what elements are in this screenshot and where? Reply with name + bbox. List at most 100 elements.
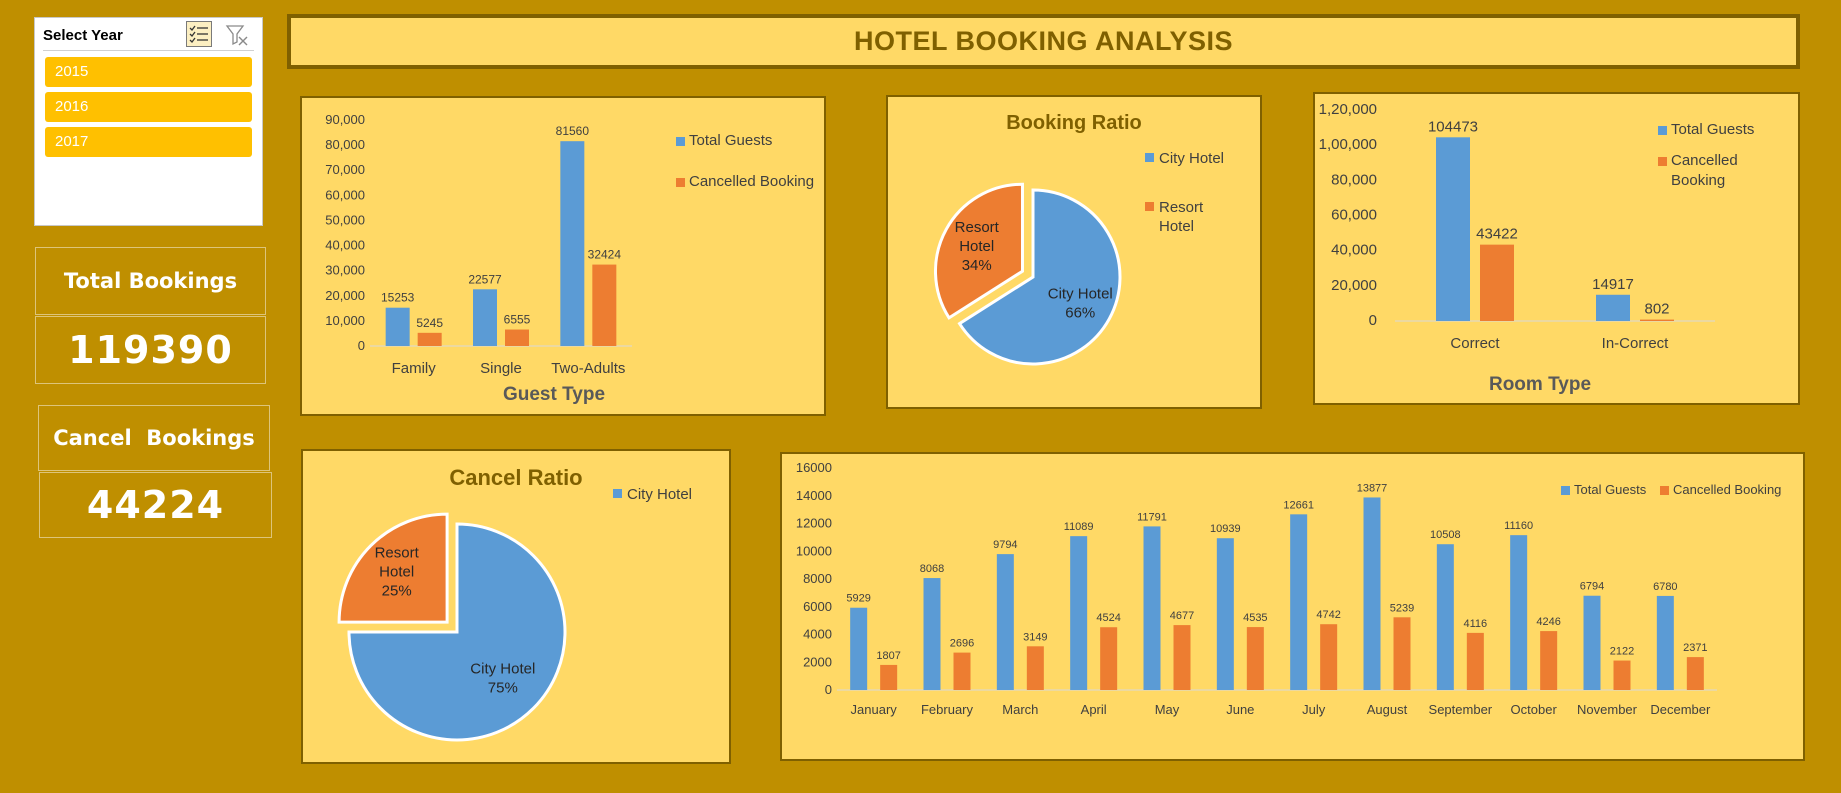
legend-swatch [1660, 486, 1669, 495]
data-label: 9794 [993, 539, 1017, 551]
x-tick-label: September [1429, 702, 1493, 717]
data-label: 10939 [1210, 523, 1241, 535]
x-tick-label: May [1155, 702, 1180, 717]
data-label: 4116 [1464, 618, 1488, 630]
bar-total-guests [1363, 497, 1381, 690]
bar-cancelled-booking [1613, 660, 1631, 690]
clear-filter-icon[interactable] [225, 23, 249, 47]
slicer-item-2016[interactable]: 2016 [45, 92, 252, 122]
data-label: 10508 [1430, 529, 1461, 541]
multi-select-icon[interactable] [186, 21, 212, 47]
bar-total-guests [1216, 538, 1234, 690]
cancel-bookings-value-box: 44224 [39, 472, 272, 538]
bar-total-guests [560, 141, 585, 346]
legend-swatch [1658, 157, 1667, 166]
x-tick-label: Correct [1450, 335, 1500, 352]
data-label: 14917 [1592, 276, 1634, 293]
bar-total-guests [923, 578, 941, 690]
bar-total-guests [1583, 595, 1601, 690]
legend-label: Total Guests [1574, 482, 1647, 497]
y-tick-label: 4000 [803, 627, 832, 642]
cancel-ratio-chart: City Hotel 75% Resort Hotel 25% Cancel Ratio C… [301, 449, 731, 764]
data-label: 43422 [1476, 226, 1518, 243]
bar-cancelled-booking [1026, 646, 1044, 690]
monthly-bookings-chart: 0 2000 4000 6000 8000 10000 12000 14000 16000 592… [780, 452, 1805, 761]
guest-type-chart: 0 10,000 20,000 30,000 40,000 50,000 60,000 70,… [300, 96, 826, 416]
bar-cancelled-booking [1320, 624, 1338, 690]
x-tick-label: March [1002, 702, 1038, 717]
y-tick-label: 16000 [796, 460, 832, 475]
dashboard-title-banner: HOTEL BOOKING ANALYSIS [287, 14, 1800, 69]
pie-slice-label: Resort Hotel 25% [375, 545, 420, 600]
bar-total-guests [850, 607, 868, 690]
bar-cancelled-booking [1393, 617, 1411, 690]
total-bookings-label: Total Bookings [63, 269, 238, 293]
bar-total-guests [1510, 535, 1528, 690]
slicer-title: Select Year [43, 27, 123, 44]
data-label: 4524 [1096, 612, 1120, 624]
y-tick-label: 0 [1369, 312, 1377, 329]
data-label: 6780 [1653, 581, 1677, 593]
cancel-bookings-value: 44224 [86, 483, 225, 527]
y-tick-label: 1,00,000 [1319, 136, 1377, 153]
x-tick-label: Family [392, 360, 437, 377]
data-label: 15253 [381, 291, 415, 305]
data-label: 5239 [1390, 602, 1414, 614]
y-tick-label: 20,000 [1331, 277, 1377, 294]
bar-cancelled-booking [1480, 244, 1514, 321]
data-label: 32424 [588, 248, 622, 262]
data-label: 6794 [1580, 581, 1604, 593]
data-label: 4246 [1536, 616, 1560, 628]
data-label: 11160 [1504, 520, 1533, 532]
data-label: 6555 [504, 313, 531, 327]
y-tick-label: 50,000 [325, 212, 365, 227]
y-tick-label: 80,000 [1331, 171, 1377, 188]
x-tick-label: April [1081, 702, 1107, 717]
slicer-item-2015[interactable]: 2015 [45, 57, 252, 87]
x-tick-label: January [851, 702, 898, 717]
data-label: 2696 [950, 638, 974, 650]
legend-label: City Hotel [627, 486, 692, 503]
bar-cancelled-booking [1466, 632, 1484, 690]
total-bookings-value: 119390 [68, 328, 233, 372]
data-label: 81560 [556, 124, 590, 138]
cancel-bookings-label-box: Cancel Bookings [38, 405, 270, 471]
data-label: 11791 [1137, 511, 1167, 523]
bar-total-guests [1596, 294, 1630, 321]
y-tick-label: 70,000 [325, 162, 365, 177]
y-tick-label: 14000 [796, 488, 832, 503]
x-tick-label: June [1226, 702, 1254, 717]
y-tick-label: 0 [358, 338, 365, 353]
bar-total-guests [996, 554, 1014, 690]
x-tick-label: October [1511, 702, 1558, 717]
slicer-item-2017[interactable]: 2017 [45, 127, 252, 157]
y-tick-label: 8000 [803, 571, 832, 586]
slicer-divider [43, 50, 254, 51]
legend-label: Cancelled Booking [1671, 152, 1738, 189]
x-tick-label: February [921, 702, 974, 717]
data-label: 8068 [920, 563, 944, 575]
x-tick-label: July [1302, 702, 1326, 717]
x-tick-label: November [1577, 702, 1638, 717]
legend-swatch [676, 178, 685, 187]
y-tick-label: 60,000 [1331, 207, 1377, 224]
legend-label: Resort Hotel [1159, 199, 1204, 235]
bar-total-guests [1436, 137, 1470, 321]
y-tick-label: 6000 [803, 599, 832, 614]
dashboard-title: HOTEL BOOKING ANALYSIS [853, 26, 1234, 56]
bar-total-guests [1143, 526, 1161, 690]
x-axis-title: Guest Type [503, 384, 605, 405]
data-label: 4535 [1243, 612, 1267, 624]
chart-title: Booking Ratio [1006, 112, 1142, 134]
y-tick-label: 30,000 [325, 263, 365, 278]
x-tick-label: Two-Adults [551, 360, 625, 377]
legend-label: Cancelled Booking [1673, 482, 1781, 497]
y-tick-label: 12000 [796, 516, 832, 531]
bar-cancelled-booking [880, 664, 898, 690]
pie-slice-label: City Hotel 75% [470, 660, 535, 696]
legend-label: Total Guests [689, 132, 772, 149]
x-tick-label: In-Correct [1602, 335, 1670, 352]
chart-title: Cancel Ratio [449, 465, 582, 490]
bar-total-guests [473, 289, 497, 346]
legend-swatch [1561, 486, 1570, 495]
